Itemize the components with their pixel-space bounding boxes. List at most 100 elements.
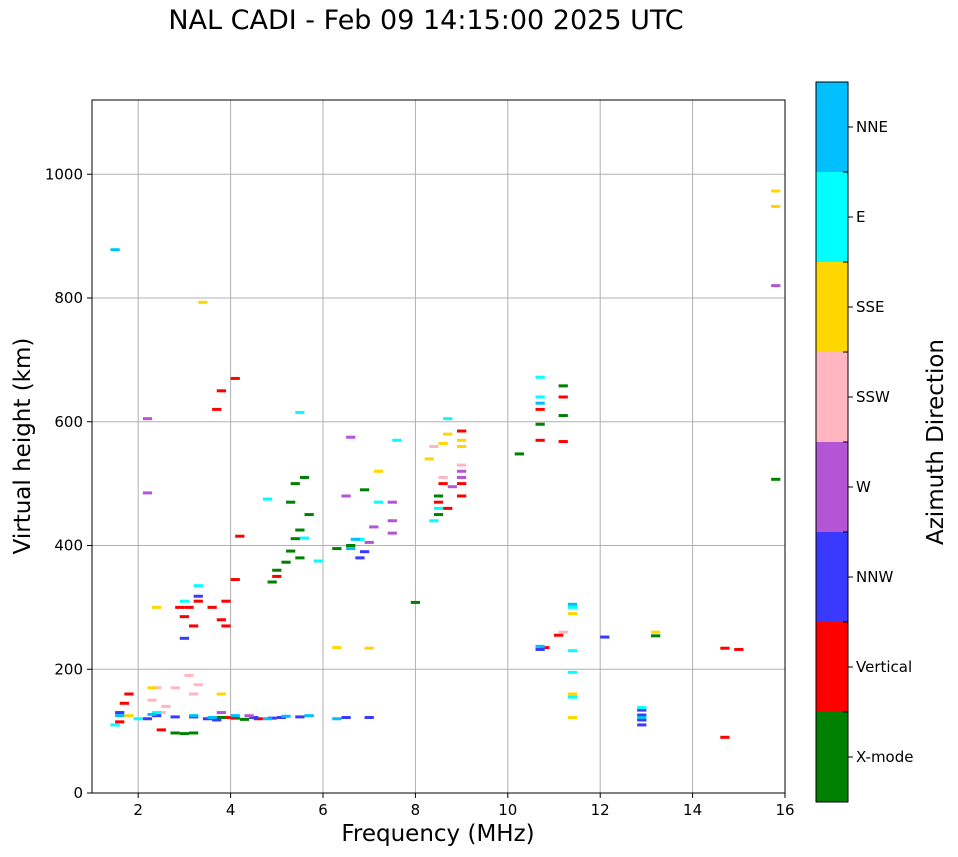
colorbar-tick-label: SSE	[856, 298, 885, 316]
echo-point-x-mode	[189, 731, 199, 735]
colorbar-tick-label: Vertical	[856, 658, 912, 676]
echo-point-nnw	[295, 715, 305, 719]
echo-point-x-mode	[558, 384, 568, 388]
echo-point-w	[456, 469, 467, 473]
echo-point-vertical	[221, 599, 231, 603]
echo-point-vertical	[535, 407, 545, 411]
echo-point-x-mode	[295, 556, 305, 560]
echo-point-nne	[115, 714, 125, 718]
echo-point-sse	[456, 438, 467, 442]
y-tick-label: 1000	[45, 165, 83, 183]
echo-point-e	[152, 711, 162, 715]
echo-point-sse	[443, 432, 453, 436]
echo-point-e	[262, 497, 273, 501]
colorbar-tick-label: X-mode	[856, 748, 913, 766]
echo-point-ssw	[438, 475, 448, 479]
echo-point-vertical	[216, 618, 226, 622]
echo-point-vertical	[554, 633, 564, 637]
colorbar-frame	[815, 81, 849, 803]
echo-point-sse	[771, 204, 781, 208]
echo-point-nne	[147, 712, 157, 716]
x-tick-label: 8	[411, 801, 421, 819]
colorbar-segment	[816, 82, 848, 172]
colorbar-segment	[816, 172, 848, 262]
echo-point-sse	[198, 300, 208, 304]
echo-point-sse	[567, 716, 578, 720]
echo-point-nnw	[115, 711, 125, 715]
echo-point-x-mode	[535, 422, 545, 426]
echo-point-vertical	[456, 482, 467, 486]
echo-point-vertical	[115, 720, 125, 724]
colorbar-segment	[816, 712, 848, 802]
echo-point-nne	[346, 547, 356, 551]
echo-point-x-mode	[332, 547, 342, 551]
echo-point-ssw	[193, 683, 203, 687]
echo-point-nnw	[637, 708, 647, 712]
echo-point-x-mode	[179, 732, 190, 736]
echo-point-e	[373, 500, 384, 504]
echo-point-nne	[350, 537, 360, 541]
echo-point-ssw	[184, 673, 194, 677]
echo-point-e	[637, 706, 647, 710]
echo-point-e	[193, 584, 203, 588]
echo-point-vertical	[221, 624, 231, 628]
echo-point-e	[133, 717, 143, 721]
echo-point-sse	[567, 612, 578, 616]
echo-point-nne	[281, 714, 291, 718]
echo-point-x-mode	[514, 452, 524, 456]
echo-point-sse	[364, 646, 374, 650]
echo-point-e	[567, 695, 578, 699]
echo-point-vertical	[184, 605, 194, 609]
echo-point-e	[567, 670, 578, 674]
echo-point-x-mode	[433, 513, 444, 517]
echo-point-sse	[332, 646, 342, 650]
echo-point-e	[295, 410, 305, 414]
colorbar-segment	[816, 262, 848, 352]
echo-point-nnw	[249, 716, 259, 720]
echo-point-vertical	[438, 482, 448, 486]
echo-point-nne	[189, 714, 199, 718]
echo-point-sse	[651, 630, 661, 634]
echo-point-nnw	[179, 636, 190, 640]
echo-point-e	[429, 519, 439, 523]
echo-point-sse	[124, 714, 134, 718]
echo-point-nnw	[355, 556, 365, 560]
echo-point-e	[535, 375, 545, 379]
echo-point-x-mode	[281, 560, 291, 564]
echo-point-x-mode	[771, 477, 781, 481]
x-axis-label: Frequency (MHz)	[341, 821, 534, 847]
echo-point-vertical	[189, 624, 199, 628]
echo-point-w	[364, 540, 374, 544]
y-axis-ticks: 0 200 400 600 800 1000	[45, 165, 92, 802]
colorbar-segment	[816, 622, 848, 712]
echo-point-e	[299, 536, 310, 540]
echo-point-nnw	[637, 718, 647, 722]
echo-point-vertical	[216, 389, 226, 393]
echo-point-vertical	[433, 500, 444, 504]
echo-point-e	[392, 438, 402, 442]
echo-point-nnw	[212, 718, 222, 722]
echo-point-e	[567, 649, 578, 653]
echo-point-nne	[332, 717, 342, 721]
echo-point-vertical	[119, 701, 129, 705]
colorbar-tick-label: NNW	[856, 568, 893, 586]
y-axis-label: Virtual height (km)	[10, 338, 36, 555]
echo-point-sse	[438, 441, 448, 445]
x-tick-label: 6	[318, 801, 328, 819]
echo-point-nnw	[193, 594, 203, 598]
colorbar-tick-label: E	[856, 208, 865, 226]
echo-point-w	[216, 711, 226, 715]
echo-point-nne	[262, 717, 273, 721]
echo-point-vertical	[230, 376, 240, 380]
echo-point-x-mode	[304, 513, 314, 517]
echo-point-sse	[216, 692, 226, 696]
plot-frame	[91, 99, 786, 794]
echo-point-e	[179, 599, 190, 603]
echo-point-ssw	[189, 692, 199, 696]
echo-point-nne	[535, 644, 545, 648]
x-axis-ticks: 2 4 6 8 10 12 14 16	[133, 793, 795, 819]
y-tick-label: 400	[54, 537, 83, 555]
echo-point-sse	[147, 686, 157, 690]
colorbar-label: Azimuth Direction	[923, 339, 949, 545]
echo-point-vertical	[443, 506, 453, 510]
